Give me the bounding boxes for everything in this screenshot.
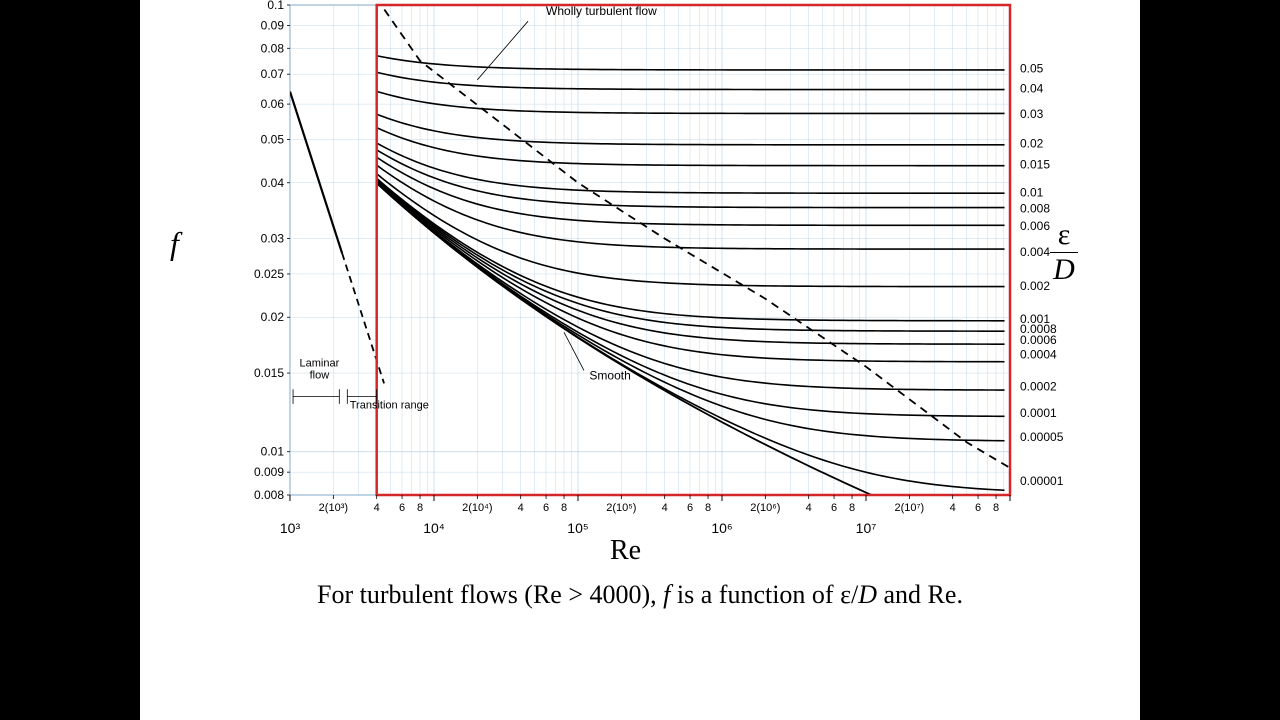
- svg-text:0.004: 0.004: [1020, 245, 1050, 259]
- svg-text:8: 8: [561, 502, 567, 514]
- svg-text:10⁴: 10⁴: [423, 520, 445, 536]
- svg-text:0.015: 0.015: [254, 366, 284, 380]
- svg-text:6: 6: [831, 502, 837, 514]
- svg-text:4: 4: [518, 502, 524, 514]
- svg-text:2(10⁵): 2(10⁵): [606, 502, 636, 514]
- svg-text:0.08: 0.08: [261, 41, 285, 55]
- svg-text:0.05: 0.05: [261, 132, 285, 146]
- svg-text:0.008: 0.008: [1020, 202, 1050, 216]
- svg-text:2(10⁷): 2(10⁷): [895, 502, 925, 514]
- y-axis-label: f: [170, 225, 179, 262]
- svg-text:0.05: 0.05: [1020, 62, 1044, 76]
- slide-caption: For turbulent flows (Re > 4000), f is a …: [190, 580, 1090, 610]
- svg-text:0.07: 0.07: [261, 67, 285, 81]
- d-symbol: D: [1050, 255, 1078, 285]
- svg-text:0.04: 0.04: [1020, 82, 1044, 96]
- svg-text:0.0004: 0.0004: [1020, 348, 1057, 362]
- svg-text:10³: 10³: [280, 520, 301, 536]
- x-axis-label: Re: [610, 535, 641, 567]
- svg-text:8: 8: [993, 502, 999, 514]
- svg-text:0.02: 0.02: [261, 310, 285, 324]
- svg-text:2(10⁶): 2(10⁶): [750, 502, 780, 514]
- svg-text:0.009: 0.009: [254, 465, 284, 479]
- svg-text:0.002: 0.002: [1020, 279, 1050, 293]
- svg-text:0.015: 0.015: [1020, 157, 1050, 171]
- svg-text:10⁵: 10⁵: [567, 520, 588, 536]
- svg-text:0.0001: 0.0001: [1020, 406, 1057, 420]
- svg-text:Wholly turbulent flow: Wholly turbulent flow: [546, 4, 657, 18]
- svg-text:0.01: 0.01: [261, 445, 285, 459]
- svg-text:0.02: 0.02: [1020, 136, 1044, 150]
- epsilon-symbol: ε: [1050, 220, 1078, 250]
- svg-text:0.0002: 0.0002: [1020, 379, 1057, 393]
- svg-text:Transition range: Transition range: [350, 399, 429, 411]
- svg-text:4: 4: [662, 502, 668, 514]
- svg-text:Smooth: Smooth: [589, 369, 630, 383]
- svg-text:2(10⁴): 2(10⁴): [462, 502, 492, 514]
- svg-text:0.04: 0.04: [261, 176, 285, 190]
- svg-text:6: 6: [975, 502, 981, 514]
- svg-text:4: 4: [374, 502, 380, 514]
- svg-text:6: 6: [543, 502, 549, 514]
- svg-text:0.06: 0.06: [261, 97, 285, 111]
- svg-text:0.1: 0.1: [267, 0, 284, 12]
- svg-text:10⁷: 10⁷: [856, 520, 877, 536]
- svg-text:8: 8: [849, 502, 855, 514]
- svg-text:0.01: 0.01: [1020, 186, 1044, 200]
- svg-text:10⁶: 10⁶: [711, 520, 732, 536]
- moody-chart: 0.1 0.09 0.08 0.07 0.06 0.05 0.04 0.03 0.025 0.02…: [160, 0, 1120, 560]
- svg-text:2(10³): 2(10³): [319, 502, 348, 514]
- svg-text:6: 6: [687, 502, 693, 514]
- svg-text:0.00001: 0.00001: [1020, 474, 1064, 488]
- svg-text:4: 4: [806, 502, 812, 514]
- svg-text:0.00005: 0.00005: [1020, 430, 1064, 444]
- svg-text:8: 8: [705, 502, 711, 514]
- svg-text:6: 6: [399, 502, 405, 514]
- svg-text:4: 4: [950, 502, 956, 514]
- svg-text:0.03: 0.03: [261, 232, 285, 246]
- right-axis-label: ε D: [1050, 220, 1078, 285]
- svg-text:0.09: 0.09: [261, 18, 285, 32]
- svg-text:0.025: 0.025: [254, 267, 284, 281]
- svg-text:0.008: 0.008: [254, 488, 284, 502]
- svg-text:8: 8: [417, 502, 423, 514]
- svg-text:0.006: 0.006: [1020, 219, 1050, 233]
- svg-text:0.03: 0.03: [1020, 107, 1044, 121]
- svg-text:0.0006: 0.0006: [1020, 333, 1057, 347]
